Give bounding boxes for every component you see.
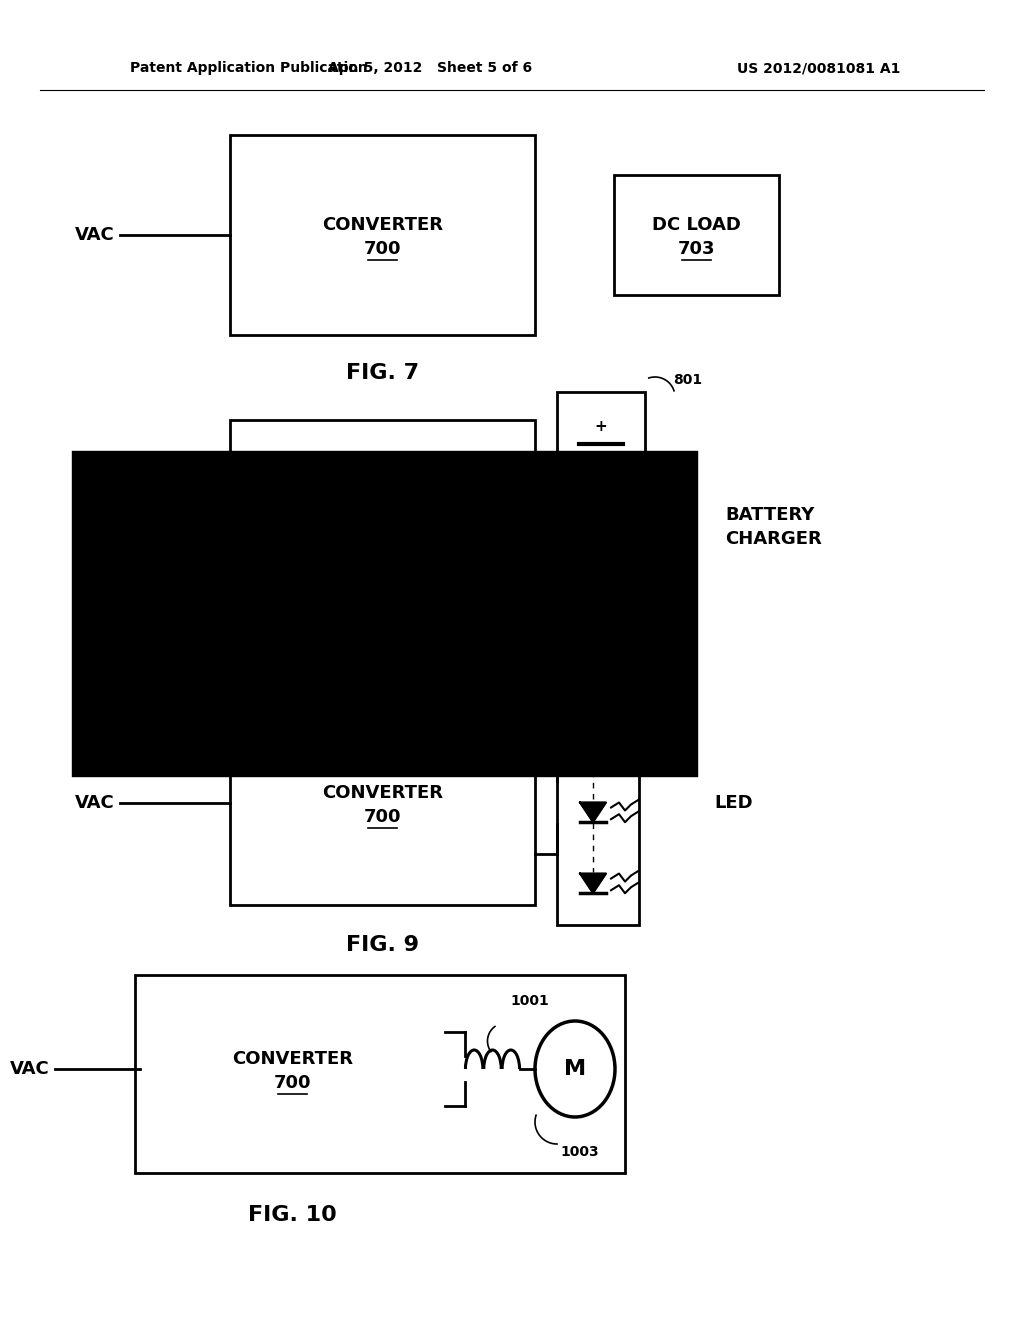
Text: VAC: VAC xyxy=(10,1060,50,1078)
Polygon shape xyxy=(580,729,606,748)
Polygon shape xyxy=(580,874,606,894)
Text: CONVERTER: CONVERTER xyxy=(322,216,443,234)
Text: BATTERY: BATTERY xyxy=(725,506,814,524)
Bar xyxy=(230,700,535,906)
Text: FIG. 7: FIG. 7 xyxy=(346,363,419,383)
Text: 1001: 1001 xyxy=(511,994,549,1008)
Text: VAC: VAC xyxy=(75,793,115,812)
Text: CONVERTER: CONVERTER xyxy=(322,784,443,801)
Text: .: . xyxy=(597,541,605,560)
Text: 700: 700 xyxy=(273,1074,311,1092)
Polygon shape xyxy=(580,803,606,822)
Text: US 2012/0081081 A1: US 2012/0081081 A1 xyxy=(736,61,900,75)
Text: 801: 801 xyxy=(673,374,702,387)
Text: +: + xyxy=(595,418,607,434)
Text: VAC: VAC xyxy=(75,513,115,532)
Text: 703: 703 xyxy=(678,240,715,257)
Bar xyxy=(557,680,639,925)
Text: 901: 901 xyxy=(667,661,696,675)
Text: .: . xyxy=(597,463,605,482)
Text: M: M xyxy=(564,1059,586,1078)
Bar xyxy=(140,985,445,1152)
Text: Patent Application Publication: Patent Application Publication xyxy=(130,61,368,75)
Text: CONVERTER: CONVERTER xyxy=(322,503,443,521)
Bar xyxy=(230,420,535,624)
Text: 700: 700 xyxy=(364,528,401,545)
Bar xyxy=(614,176,779,294)
Bar xyxy=(557,392,645,653)
Text: DC LOAD: DC LOAD xyxy=(652,216,741,234)
Bar xyxy=(230,135,535,335)
Text: VAC: VAC xyxy=(75,226,115,244)
Text: Apr. 5, 2012   Sheet 5 of 6: Apr. 5, 2012 Sheet 5 of 6 xyxy=(328,61,532,75)
Text: +: + xyxy=(595,573,607,587)
Text: 1003: 1003 xyxy=(560,1144,599,1159)
Bar xyxy=(135,975,625,1173)
Text: FIG. 10: FIG. 10 xyxy=(248,1205,337,1225)
Text: 700: 700 xyxy=(364,240,401,257)
Text: .: . xyxy=(597,616,605,636)
Text: CONVERTER: CONVERTER xyxy=(232,1049,353,1068)
Text: LED: LED xyxy=(714,793,753,812)
Text: 700: 700 xyxy=(364,808,401,825)
Text: FIG. 9: FIG. 9 xyxy=(346,935,419,954)
Text: +: + xyxy=(595,498,607,512)
Text: FIG. 8: FIG. 8 xyxy=(346,653,419,673)
Text: CHARGER: CHARGER xyxy=(725,529,821,548)
